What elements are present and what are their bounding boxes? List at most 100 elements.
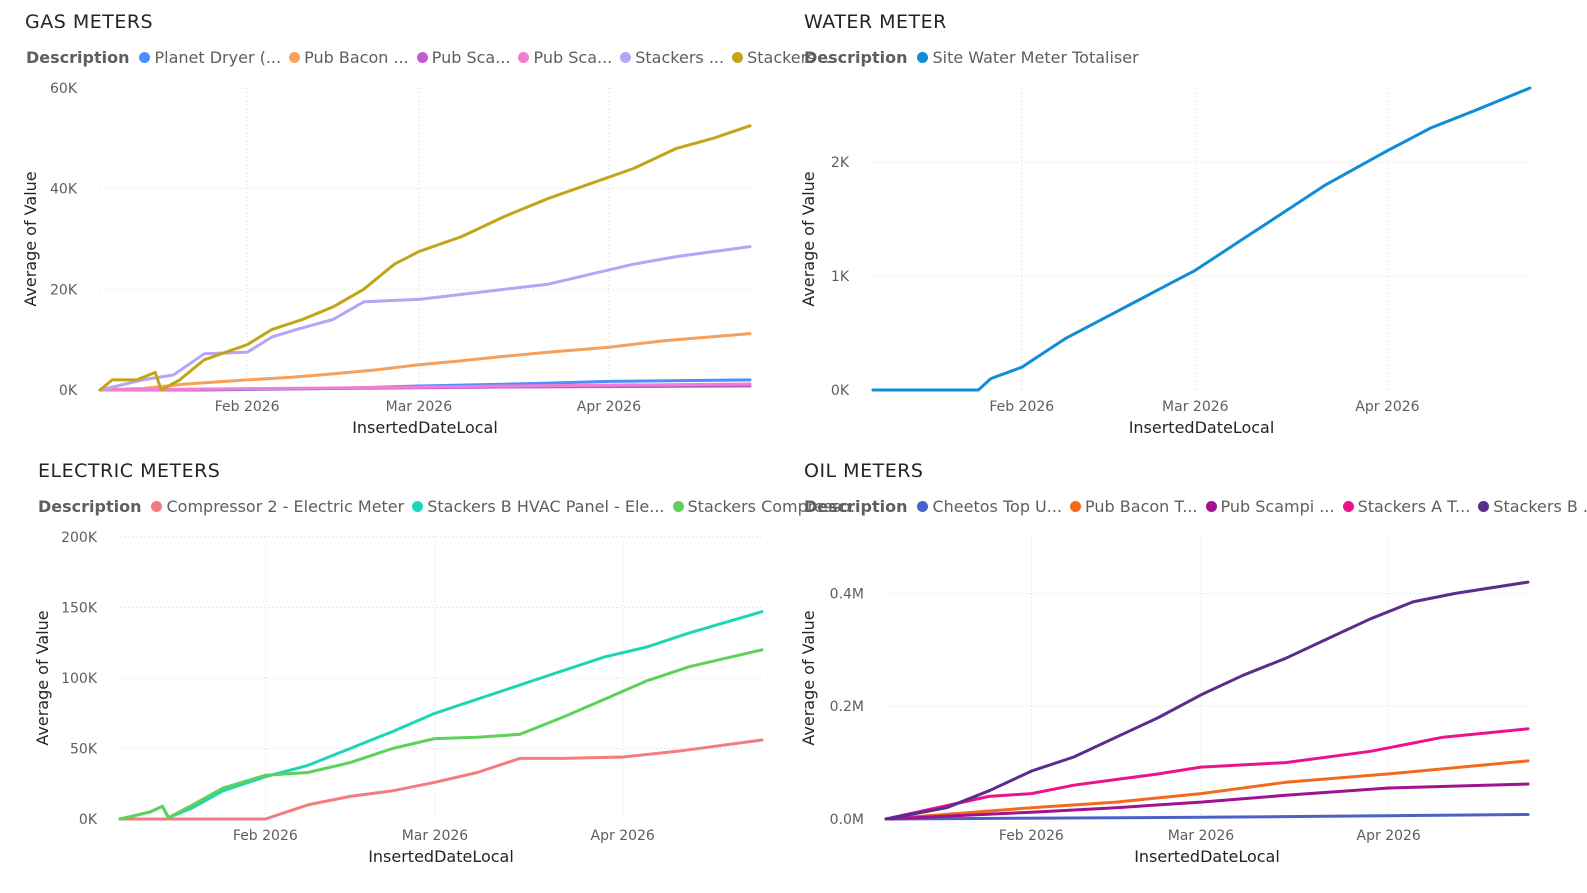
y-tick-label: 100K bbox=[61, 671, 98, 687]
legend-item[interactable]: Stackers ... bbox=[620, 48, 724, 67]
series-line[interactable] bbox=[884, 782, 1530, 821]
legend-label: Stackers ... bbox=[747, 48, 836, 67]
legend-item[interactable]: Pub Bacon T... bbox=[1070, 497, 1198, 516]
x-tick-label: Feb 2026 bbox=[989, 399, 1054, 415]
gridlines bbox=[120, 536, 762, 819]
x-tick-label: Feb 2026 bbox=[215, 399, 280, 415]
legend-swatch bbox=[1205, 501, 1217, 512]
legend-swatch bbox=[139, 52, 151, 63]
series-line[interactable] bbox=[98, 245, 752, 392]
x-tick-label: Apr 2026 bbox=[577, 399, 641, 415]
y-axis-title: Average of Value bbox=[799, 610, 818, 745]
x-tick-label: Feb 2026 bbox=[233, 828, 298, 844]
legend-label: Site Water Meter Totaliser bbox=[932, 48, 1139, 67]
y-tick-label: 0.4M bbox=[830, 586, 864, 602]
legend-label: Stackers B ... bbox=[1493, 497, 1587, 516]
legend-item[interactable]: Cheetos Top U... bbox=[917, 497, 1062, 516]
legend-item[interactable]: Stackers A T... bbox=[1342, 497, 1471, 516]
oil-meters-panel: OIL METERS Description Cheetos Top U... Pu… bbox=[778, 450, 1587, 890]
legend: Description Compressor 2 - Electric Meter… bbox=[38, 497, 873, 516]
y-tick-label: 0.2M bbox=[830, 699, 864, 715]
legend-heading: Description bbox=[38, 497, 142, 516]
legend-label: Pub Bacon ... bbox=[304, 48, 409, 67]
series-line[interactable] bbox=[884, 813, 1530, 821]
chart-title: ELECTRIC METERS bbox=[38, 460, 221, 482]
series-line[interactable] bbox=[884, 759, 1530, 821]
y-tick-label: 150K bbox=[61, 601, 98, 617]
legend-item[interactable]: Stackers B ... bbox=[1478, 497, 1587, 516]
y-tick-label: 0K bbox=[79, 812, 98, 828]
x-tick-label: Apr 2026 bbox=[1355, 399, 1419, 415]
gridlines bbox=[873, 88, 1530, 390]
legend-item[interactable]: Compressor 2 - Electric Meter bbox=[151, 497, 404, 516]
series-line[interactable] bbox=[884, 580, 1530, 821]
legend-swatch bbox=[917, 501, 929, 512]
series-line[interactable] bbox=[118, 738, 764, 821]
legend-label: Stackers ... bbox=[635, 48, 725, 67]
legend-swatch bbox=[1342, 501, 1354, 512]
gridlines bbox=[100, 87, 750, 390]
legend-label: Pub Sca... bbox=[533, 48, 613, 67]
legend-heading: Description bbox=[804, 48, 908, 67]
legend-item[interactable]: Site Water Meter Totaliser bbox=[917, 48, 1139, 67]
x-tick-label: Apr 2026 bbox=[591, 828, 655, 844]
legend-label: Pub Sca... bbox=[431, 48, 511, 67]
y-tick-label: 0K bbox=[59, 383, 78, 399]
x-axis-title: InsertedDateLocal bbox=[368, 847, 514, 866]
legend-heading: Description bbox=[26, 48, 130, 67]
legend-item[interactable]: Pub Scampi ... bbox=[1205, 497, 1335, 516]
series-line[interactable] bbox=[871, 86, 1532, 392]
legend: Description Planet Dryer (... Pub Bacon ..… bbox=[26, 48, 844, 67]
legend-item[interactable]: Pub Bacon ... bbox=[289, 48, 409, 67]
oil-meters-chart: 0.0M 0.2M 0.4M Feb 2026 Mar 2026 Apr 2026 Inse… bbox=[799, 537, 1530, 866]
series-line[interactable] bbox=[98, 382, 752, 392]
series-line[interactable] bbox=[118, 610, 764, 821]
legend-label: Pub Scampi ... bbox=[1220, 497, 1335, 516]
legend-swatch bbox=[416, 52, 428, 63]
series-line[interactable] bbox=[118, 648, 764, 821]
x-axis-title: InsertedDateLocal bbox=[352, 418, 498, 437]
x-tick-label: Mar 2026 bbox=[402, 828, 469, 844]
legend-swatch bbox=[518, 52, 530, 63]
legend-item[interactable]: Planet Dryer (... bbox=[139, 48, 281, 67]
x-axis-title: InsertedDateLocal bbox=[1134, 847, 1280, 866]
y-tick-label: 2K bbox=[831, 155, 850, 171]
legend-swatch bbox=[732, 52, 744, 63]
series-line[interactable] bbox=[98, 124, 752, 392]
y-axis-title: Average of Value bbox=[33, 610, 52, 745]
x-tick-label: Mar 2026 bbox=[1168, 828, 1235, 844]
legend-item[interactable]: Stackers ... bbox=[732, 48, 836, 67]
legend: Description Site Water Meter Totaliser bbox=[804, 48, 1147, 67]
x-tick-label: Mar 2026 bbox=[1162, 399, 1229, 415]
legend-swatch bbox=[672, 501, 684, 512]
legend-label: Stackers A T... bbox=[1357, 497, 1471, 516]
x-tick-label: Apr 2026 bbox=[1357, 828, 1421, 844]
chart-title: OIL METERS bbox=[804, 460, 924, 482]
y-tick-label: 40K bbox=[50, 182, 78, 198]
gridlines bbox=[886, 537, 1528, 819]
legend-item[interactable]: Stackers B HVAC Panel - Ele... bbox=[412, 497, 665, 516]
legend-heading: Description bbox=[804, 497, 908, 516]
legend-item[interactable]: Pub Sca... bbox=[518, 48, 612, 67]
y-tick-label: 60K bbox=[50, 81, 78, 97]
x-axis-title: InsertedDateLocal bbox=[1129, 418, 1275, 437]
chart-title: GAS METERS bbox=[25, 11, 154, 33]
legend: Description Cheetos Top U... Pub Bacon T..… bbox=[804, 497, 1587, 516]
legend-swatch bbox=[151, 501, 163, 512]
x-tick-label: Mar 2026 bbox=[386, 399, 453, 415]
y-tick-label: 20K bbox=[50, 282, 78, 298]
legend-swatch bbox=[1478, 501, 1490, 512]
legend-label: Pub Bacon T... bbox=[1085, 497, 1198, 516]
legend-swatch bbox=[917, 52, 929, 63]
legend-item[interactable]: Stackers Compresso... bbox=[672, 497, 865, 516]
legend-item[interactable]: Pub Sca... bbox=[416, 48, 511, 67]
y-axis-title: Average of Value bbox=[21, 171, 40, 306]
series-line[interactable] bbox=[884, 727, 1530, 821]
legend-label: Stackers B HVAC Panel - Ele... bbox=[427, 497, 665, 516]
water-meter-panel: WATER METER Description Site Water Meter … bbox=[778, 0, 1558, 450]
legend-label: Cheetos Top U... bbox=[932, 497, 1063, 516]
series-line[interactable] bbox=[98, 332, 752, 392]
gas-meters-panel: GAS METERS Description Planet Dryer (... P… bbox=[0, 0, 836, 450]
y-tick-label: 50K bbox=[70, 742, 98, 758]
y-tick-label: 0K bbox=[831, 383, 850, 399]
